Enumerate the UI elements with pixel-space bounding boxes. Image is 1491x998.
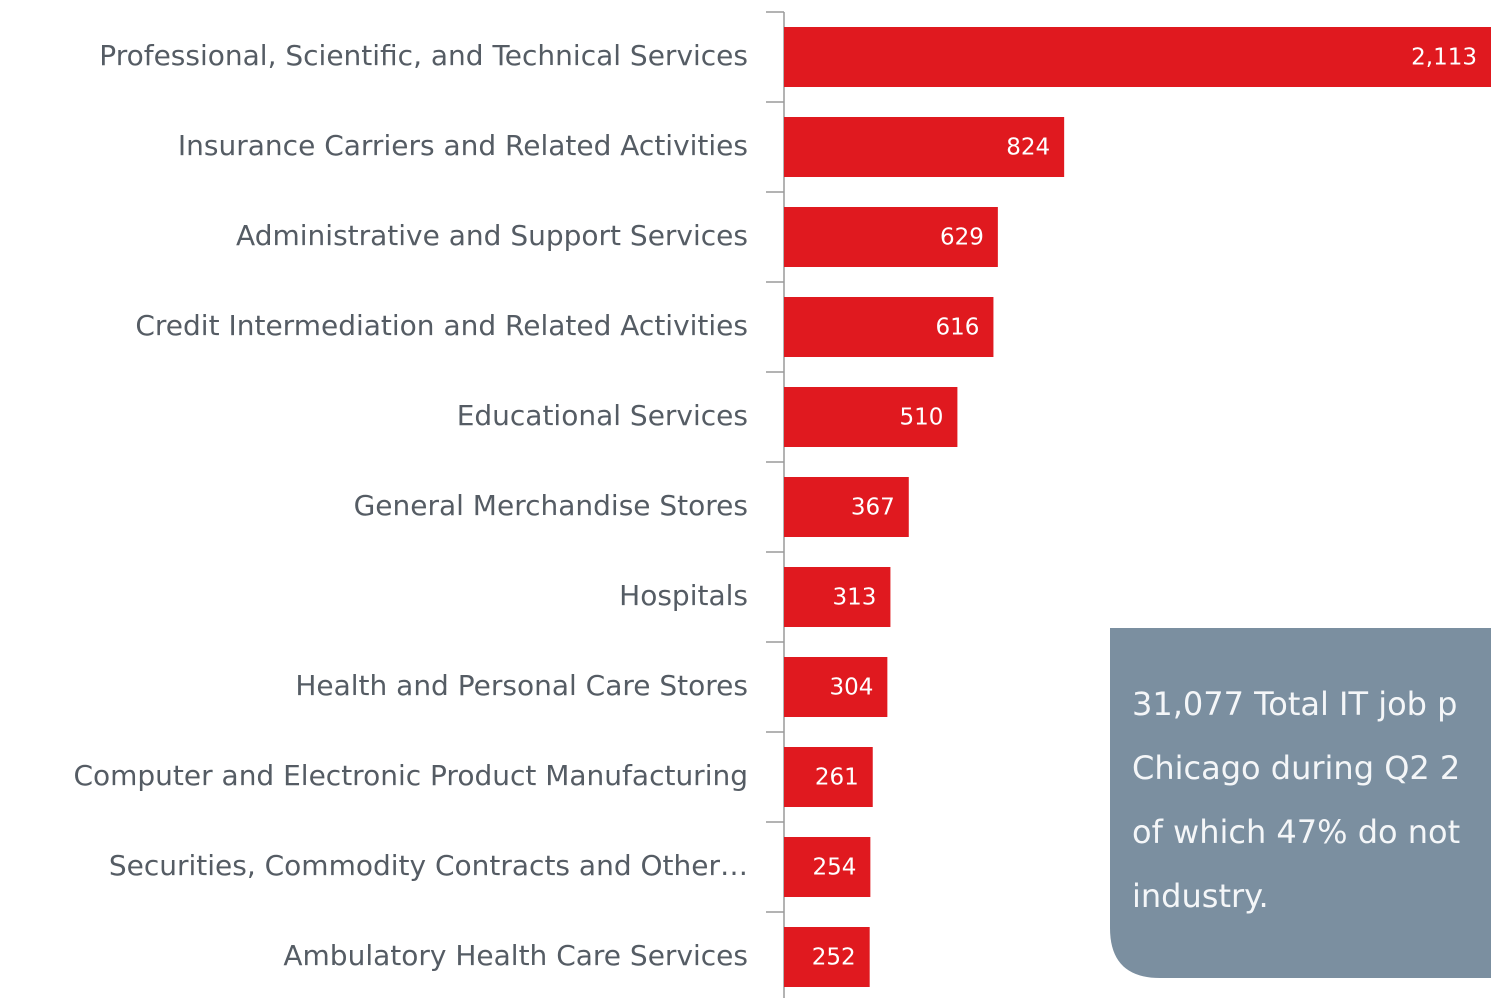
value-label: 261 [815, 765, 859, 791]
bar [784, 297, 994, 357]
category-label: Educational Services [457, 399, 748, 432]
category-label: Health and Personal Care Stores [295, 669, 748, 702]
category-label: Administrative and Support Services [236, 219, 748, 252]
annotation-text: industry. [1132, 877, 1269, 915]
category-label: Securities, Commodity Contracts and Othe… [109, 849, 748, 882]
value-label: 824 [1006, 135, 1050, 161]
category-label: Credit Intermediation and Related Activi… [135, 309, 748, 342]
category-label: Hospitals [619, 579, 748, 612]
annotation-text: of which 47% do not [1132, 813, 1460, 851]
value-label: 252 [812, 945, 856, 971]
value-label: 629 [940, 225, 984, 251]
bar [784, 927, 870, 987]
value-label: 367 [851, 495, 895, 521]
bar [784, 387, 958, 447]
annotation-box [1110, 628, 1491, 978]
bar [784, 747, 873, 807]
bar [784, 117, 1065, 177]
category-label: General Merchandise Stores [354, 489, 748, 522]
value-label: 313 [833, 585, 877, 611]
value-label: 254 [812, 855, 856, 881]
bar [784, 207, 998, 267]
value-label: 304 [829, 675, 873, 701]
value-label: 2,113 [1411, 45, 1477, 71]
value-label: 616 [936, 315, 980, 341]
annotation-text: Chicago during Q2 2 [1132, 749, 1460, 787]
category-label: Ambulatory Health Care Services [283, 939, 748, 972]
bar [784, 837, 871, 897]
bar [784, 477, 909, 537]
bar [784, 567, 891, 627]
category-label: Professional, Scientific, and Technical … [99, 39, 748, 72]
bar [784, 657, 888, 717]
bar [784, 27, 1491, 87]
category-label: Insurance Carriers and Related Activitie… [178, 129, 748, 162]
annotation-text: 31,077 Total IT job p [1132, 685, 1457, 723]
category-label: Computer and Electronic Product Manufact… [73, 759, 748, 792]
value-label: 510 [899, 405, 943, 431]
